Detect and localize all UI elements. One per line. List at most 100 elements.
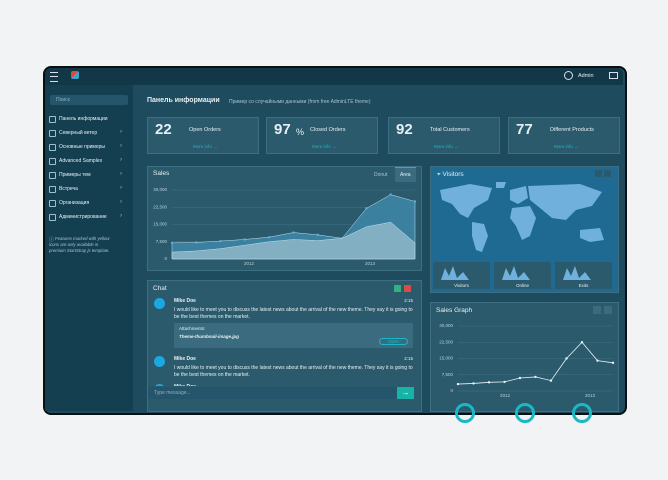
menu-icon [49, 158, 56, 165]
menu-item[interactable]: Advanced Samples [59, 158, 103, 164]
collapse-button[interactable] [595, 170, 602, 177]
menu-item[interactable]: Примеры тем [59, 172, 91, 178]
chat-name: Mike Doe [174, 384, 413, 386]
point [518, 376, 522, 380]
chevron: › [120, 199, 122, 205]
menu-icon [49, 186, 56, 193]
x-tick-label: 2013 [585, 393, 596, 398]
attachment-file: Theme-thumbnail-image.jpg [179, 334, 240, 339]
add-button[interactable] [394, 285, 401, 292]
menu-item[interactable]: Администрирование [59, 214, 107, 220]
search-box[interactable]: Поиск [50, 95, 128, 105]
chat-text: I would like to meet you to discuss the … [174, 365, 413, 378]
point [243, 238, 247, 241]
stat-link[interactable]: More info → [554, 144, 579, 149]
chevron: › [120, 143, 122, 149]
stat-link[interactable]: More info → [434, 144, 459, 149]
point [413, 200, 417, 203]
point [596, 359, 599, 362]
stat-box [147, 117, 259, 154]
panel-title: Sales Graph [436, 307, 473, 314]
sales-graph-panel [430, 302, 619, 412]
chat-time: 2:15 [404, 356, 413, 361]
point [565, 357, 568, 360]
panel-title: Chat [153, 285, 167, 292]
y-tick-label: 15,000 [439, 356, 453, 361]
tab-active[interactable]: Area [395, 167, 416, 182]
chevron: › [120, 185, 122, 191]
menu-item[interactable]: Основные примеры [59, 144, 105, 150]
point [365, 207, 368, 210]
info-icon: ⓘ [49, 237, 55, 243]
sparkline [563, 266, 591, 280]
sidebar-note: premium StartStrap js template. [49, 248, 110, 253]
menu-item[interactable]: Панель информации [59, 116, 108, 122]
attachment: Attachments: Theme-thumbnail-image.jpg O… [174, 323, 413, 348]
menu-button[interactable] [50, 72, 58, 82]
point [316, 233, 319, 237]
tile [433, 262, 490, 289]
menu-item[interactable]: Организация [59, 200, 90, 206]
attachment-heading: Attachments: [179, 326, 206, 331]
user-name[interactable]: Admin [578, 73, 594, 79]
y-tick-label: 22,500 [153, 204, 167, 209]
logo [71, 71, 79, 79]
chat-name: Mike Doe [174, 356, 196, 362]
menu-icon [49, 214, 56, 221]
avatar [154, 298, 165, 309]
chevron: › [120, 129, 122, 135]
settings-icon[interactable] [609, 72, 618, 79]
user-icon[interactable] [564, 71, 573, 80]
panel-title: Sales [153, 170, 170, 177]
calendar-button[interactable] [604, 170, 611, 177]
send-button[interactable]: → [397, 387, 414, 399]
point [487, 381, 491, 384]
menu-icon [49, 144, 56, 151]
close-button[interactable] [604, 306, 612, 314]
y-tick-label: 0 [164, 256, 167, 261]
sidebar-note: icons are only available in [49, 242, 99, 247]
point [170, 241, 174, 245]
point [534, 375, 537, 379]
y-tick-label: 7,500 [156, 239, 168, 244]
stat-link[interactable]: More info → [193, 144, 218, 149]
chat-text: I would like to meet you to discuss the … [174, 307, 413, 320]
chevron: › [120, 157, 122, 163]
tile-label: Exits [578, 283, 589, 288]
tile-label: Visitors [454, 283, 469, 288]
tile [555, 262, 612, 289]
stat-label: Different Products [550, 127, 594, 133]
tab[interactable]: Donut [374, 172, 388, 178]
stat-label: Total Customers [430, 127, 470, 133]
open-button[interactable]: Open [378, 338, 408, 345]
chat-time: 2:15 [404, 298, 413, 303]
stat-value: 77 [516, 121, 533, 138]
point [292, 231, 295, 234]
page-title: Панель информации [147, 97, 220, 104]
menu-icon [49, 130, 56, 137]
chevron: › [120, 171, 122, 177]
point [611, 361, 615, 365]
panel-title: ⌖ Visitors [437, 171, 464, 178]
menu-item[interactable]: Встреча [59, 186, 78, 192]
menu-icon [49, 200, 56, 207]
chat-input[interactable]: Type message... [148, 387, 402, 399]
stat-link[interactable]: More info → [312, 144, 337, 149]
y-tick-label: 0 [450, 388, 453, 393]
point [549, 379, 553, 382]
collapse-button[interactable] [593, 306, 601, 314]
sidebar [45, 85, 133, 411]
tile-label: Online [515, 283, 529, 288]
close-button[interactable] [404, 285, 411, 292]
chevron: › [120, 213, 122, 219]
stat-value: 92 [396, 121, 413, 138]
chat-message: Mike Doe 2:15 I would like to meet you to … [148, 296, 419, 354]
tile [494, 262, 551, 289]
menu-item[interactable]: Северный ветер [59, 130, 98, 136]
stat-box [388, 117, 500, 154]
knob [572, 403, 592, 423]
panel-title-text: Visitors [442, 171, 464, 178]
